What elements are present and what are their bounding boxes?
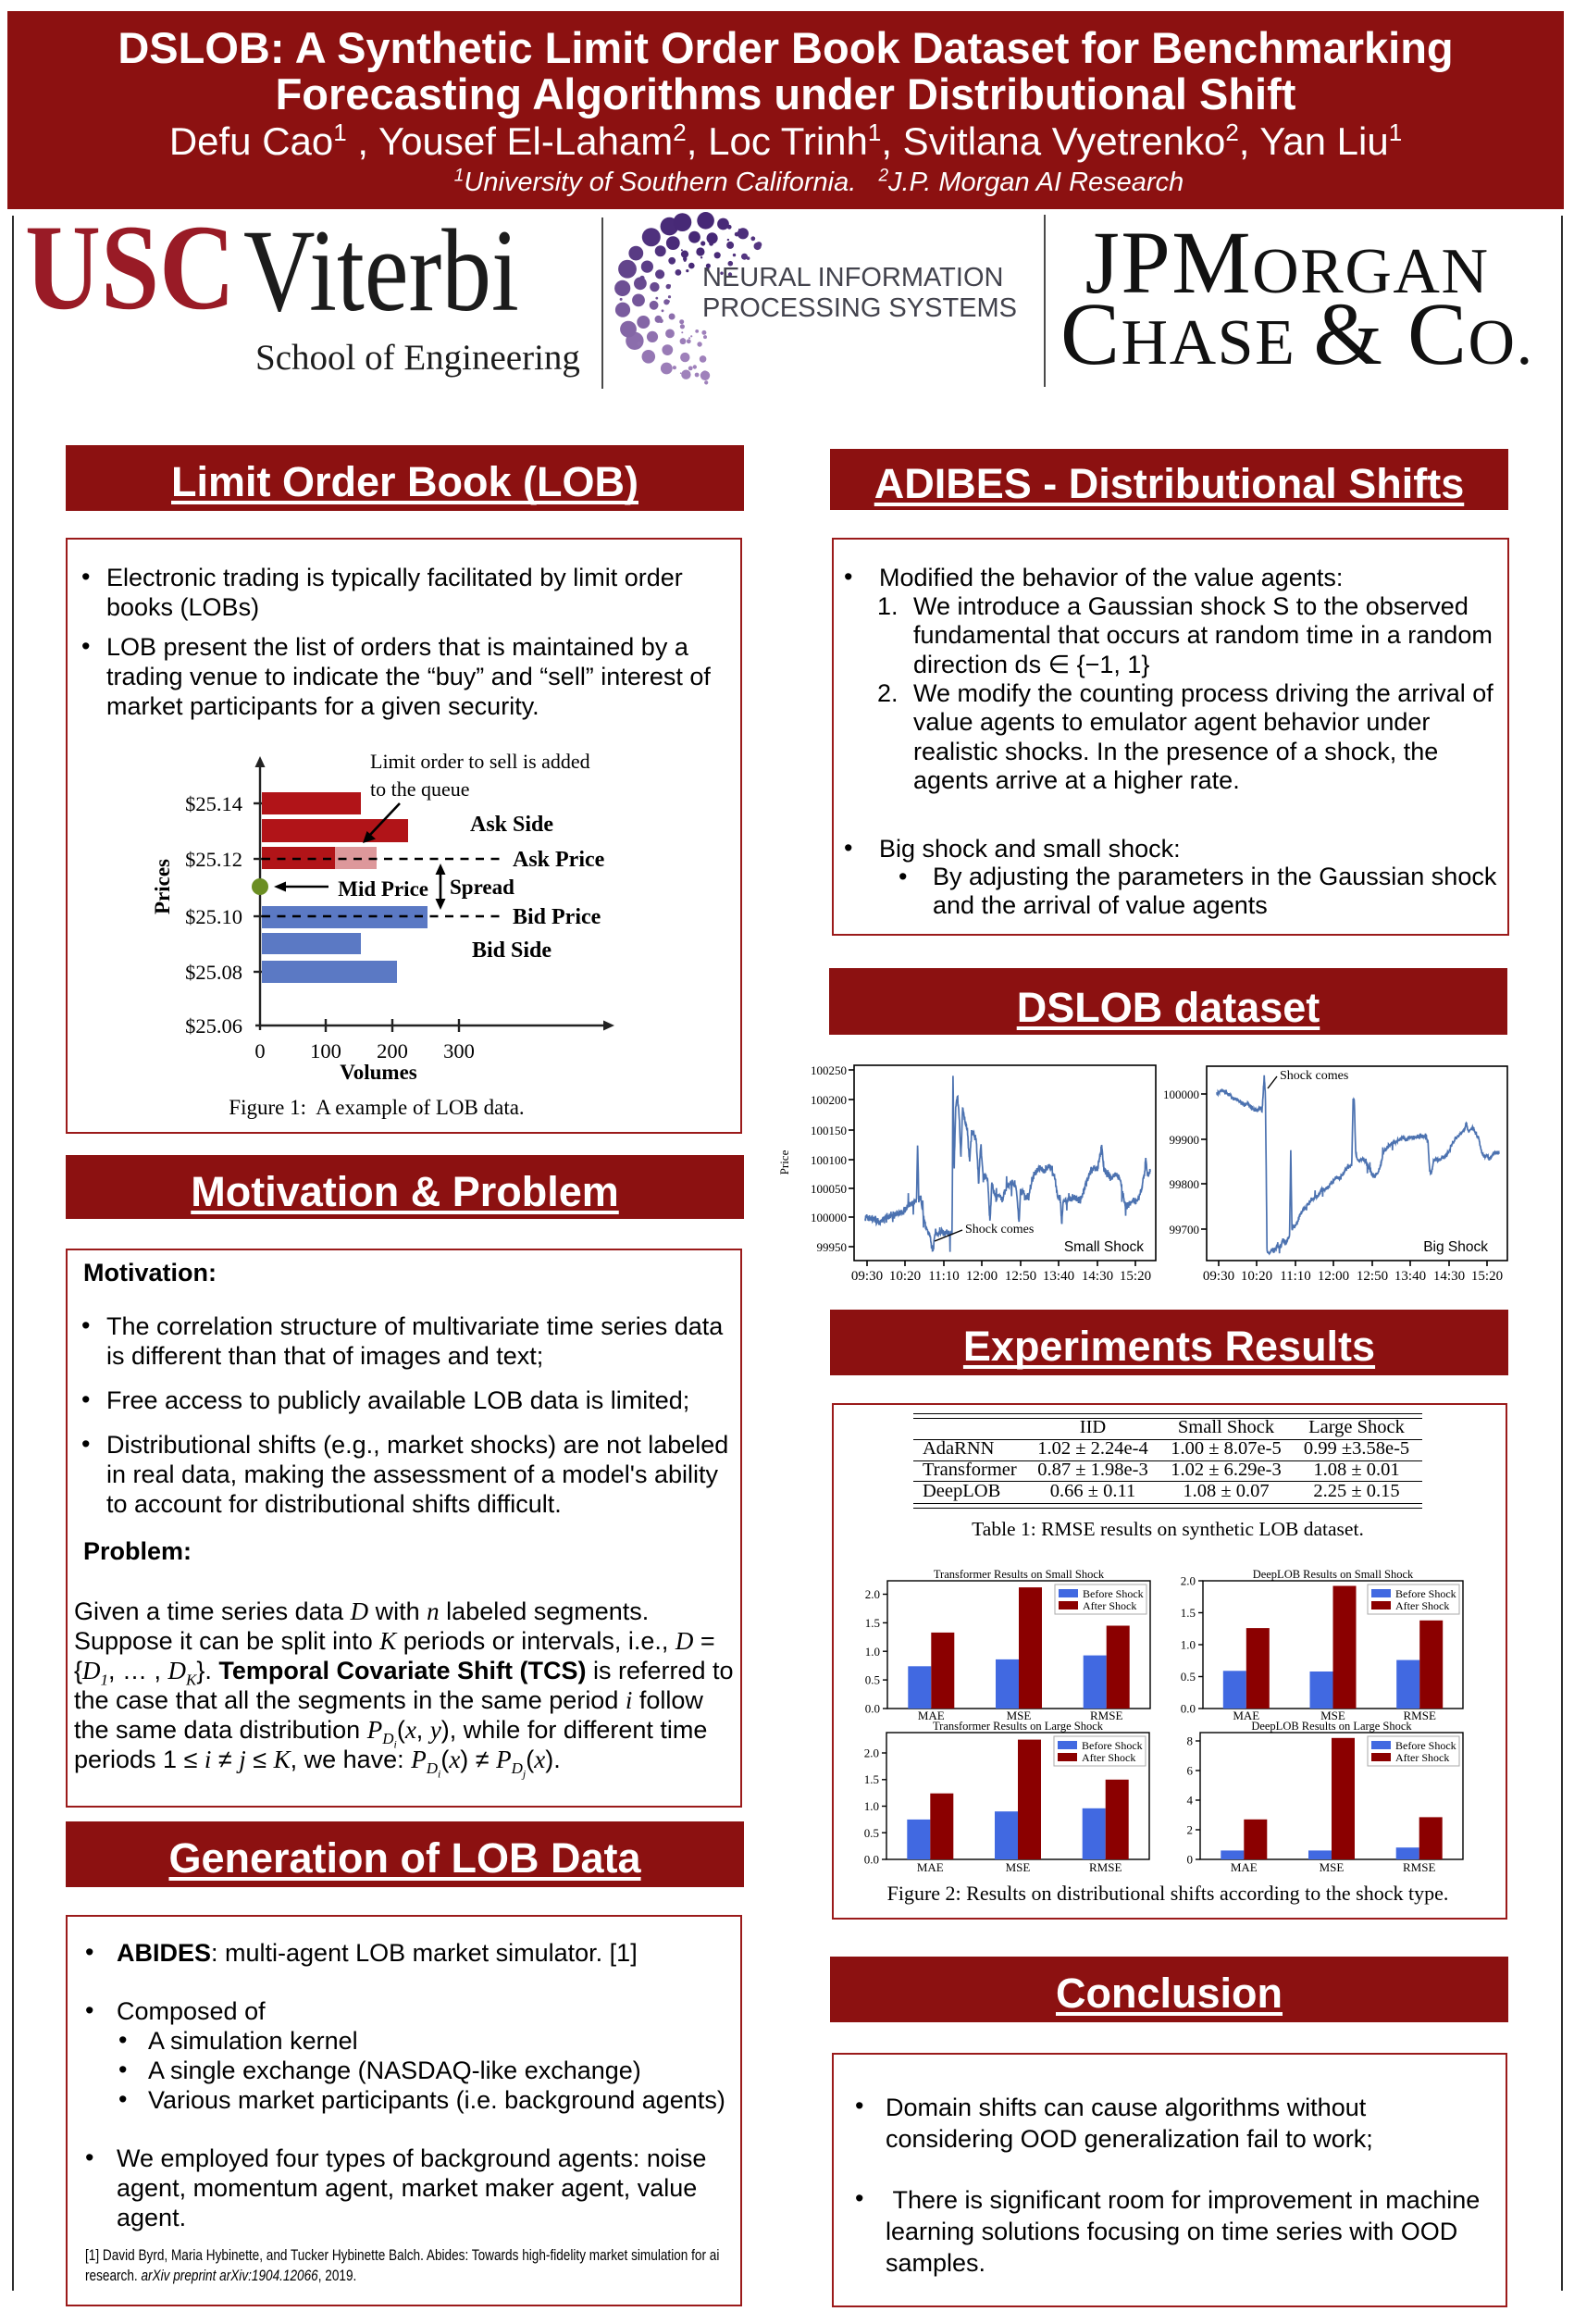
svg-text:100100: 100100 [811,1153,847,1167]
svg-text:100: 100 [310,1039,341,1063]
svg-text:After Shock: After Shock [1082,1751,1135,1764]
svg-text:MAE: MAE [1233,1709,1259,1722]
svg-text:0.0: 0.0 [864,1853,879,1867]
svg-text:Ask Side: Ask Side [470,813,553,837]
svg-text:MSE: MSE [1007,1709,1032,1722]
svg-text:MAE: MAE [918,1709,945,1722]
svg-text:14:30: 14:30 [1433,1269,1465,1284]
svg-text:Ask Price: Ask Price [513,848,605,872]
svg-text:12:50: 12:50 [1005,1269,1036,1284]
svg-text:8: 8 [1187,1734,1194,1748]
svg-text:0.0: 0.0 [1181,1702,1196,1716]
svg-text:15:20: 15:20 [1120,1269,1151,1284]
svg-text:12:00: 12:00 [1318,1269,1349,1284]
svg-text:After Shock: After Shock [1395,1599,1449,1612]
svg-text:MSE: MSE [1320,1860,1345,1874]
svg-text:After Shock: After Shock [1083,1599,1136,1612]
svg-text:Transformer Results on Small S: Transformer Results on Small Shock [934,1568,1105,1581]
svg-text:100000: 100000 [1163,1087,1199,1101]
svg-text:200: 200 [377,1039,408,1063]
svg-text:13:40: 13:40 [1043,1269,1074,1284]
svg-text:11:10: 11:10 [928,1269,960,1284]
svg-text:0.0: 0.0 [865,1702,880,1716]
svg-text:MAE: MAE [1231,1860,1258,1874]
svg-text:300: 300 [443,1039,475,1063]
svg-text:Before Shock: Before Shock [1395,1587,1456,1600]
svg-text:1.0: 1.0 [865,1645,880,1659]
svg-text:$25.12: $25.12 [185,848,242,871]
svg-text:99900: 99900 [1170,1133,1200,1147]
svg-text:10:20: 10:20 [1241,1269,1272,1284]
svg-text:Before Shock: Before Shock [1083,1587,1144,1600]
svg-text:Bid Price: Bid Price [513,905,601,929]
svg-text:Before Shock: Before Shock [1395,1739,1456,1752]
svg-text:100050: 100050 [811,1182,847,1196]
svg-text:MAE: MAE [917,1860,944,1874]
svg-text:After Shock: After Shock [1395,1751,1449,1764]
svg-text:11:10: 11:10 [1280,1269,1311,1284]
svg-text:0.5: 0.5 [1181,1670,1196,1684]
svg-text:Volumes: Volumes [340,1061,417,1084]
svg-text:$25.10: $25.10 [185,905,242,928]
svg-text:RMSE: RMSE [1403,1860,1435,1874]
svg-text:Before Shock: Before Shock [1082,1739,1143,1752]
svg-text:0: 0 [254,1039,265,1063]
svg-text:Mid Price: Mid Price [338,877,428,901]
svg-text:Price: Price [777,1150,791,1174]
svg-text:99700: 99700 [1170,1223,1200,1237]
svg-text:2.0: 2.0 [864,1746,879,1760]
svg-text:Bid Side: Bid Side [472,938,552,963]
svg-text:13:40: 13:40 [1394,1269,1426,1284]
svg-text:100250: 100250 [811,1063,847,1077]
svg-text:$25.08: $25.08 [185,961,242,984]
svg-text:MSE: MSE [1006,1860,1031,1874]
svg-text:1.5: 1.5 [1181,1606,1196,1620]
svg-text:99950: 99950 [817,1240,848,1254]
svg-text:Big Shock: Big Shock [1423,1239,1488,1255]
svg-text:$25.06: $25.06 [185,1014,242,1038]
svg-text:RMSE: RMSE [1403,1709,1435,1722]
svg-text:Shock comes: Shock comes [1280,1069,1348,1083]
svg-text:2: 2 [1187,1823,1194,1837]
svg-text:09:30: 09:30 [851,1269,883,1284]
svg-text:Prices: Prices [151,859,174,914]
svg-text:99800: 99800 [1170,1177,1200,1191]
svg-text:1.5: 1.5 [865,1616,880,1630]
svg-text:100200: 100200 [811,1093,847,1107]
svg-text:1.0: 1.0 [864,1799,879,1813]
svg-text:MSE: MSE [1320,1709,1345,1722]
svg-text:2.0: 2.0 [865,1587,880,1601]
svg-text:DeepLOB Results on Small Shock: DeepLOB Results on Small Shock [1253,1568,1414,1581]
svg-text:6: 6 [1187,1764,1194,1778]
svg-text:DeepLOB Results on Large Shock: DeepLOB Results on Large Shock [1251,1720,1412,1733]
svg-text:1.0: 1.0 [1181,1638,1196,1652]
svg-text:Limit order to sell is added: Limit order to sell is added [370,750,590,773]
svg-text:12:00: 12:00 [966,1269,998,1284]
svg-text:09:30: 09:30 [1203,1269,1234,1284]
svg-text:Shock comes: Shock comes [965,1223,1034,1237]
svg-text:Small Shock: Small Shock [1064,1239,1144,1255]
svg-text:100150: 100150 [811,1124,847,1137]
svg-text:RMSE: RMSE [1089,1860,1122,1874]
svg-text:0.5: 0.5 [865,1673,880,1687]
svg-text:1.5: 1.5 [864,1772,879,1786]
svg-text:0.5: 0.5 [864,1826,879,1840]
svg-text:RMSE: RMSE [1090,1709,1122,1722]
svg-text:$25.14: $25.14 [185,792,242,815]
svg-text:Spread: Spread [450,876,514,899]
svg-text:15:20: 15:20 [1471,1269,1503,1284]
svg-text:100000: 100000 [811,1211,847,1224]
svg-text:14:30: 14:30 [1082,1269,1113,1284]
svg-text:0: 0 [1187,1853,1194,1867]
svg-text:4: 4 [1187,1794,1194,1808]
svg-text:Transformer Results on Large S: Transformer Results on Large Shock [933,1720,1104,1733]
svg-text:10:20: 10:20 [889,1269,921,1284]
svg-text:to the queue: to the queue [370,777,470,801]
svg-text:12:50: 12:50 [1357,1269,1388,1284]
svg-text:2.0: 2.0 [1181,1574,1196,1588]
